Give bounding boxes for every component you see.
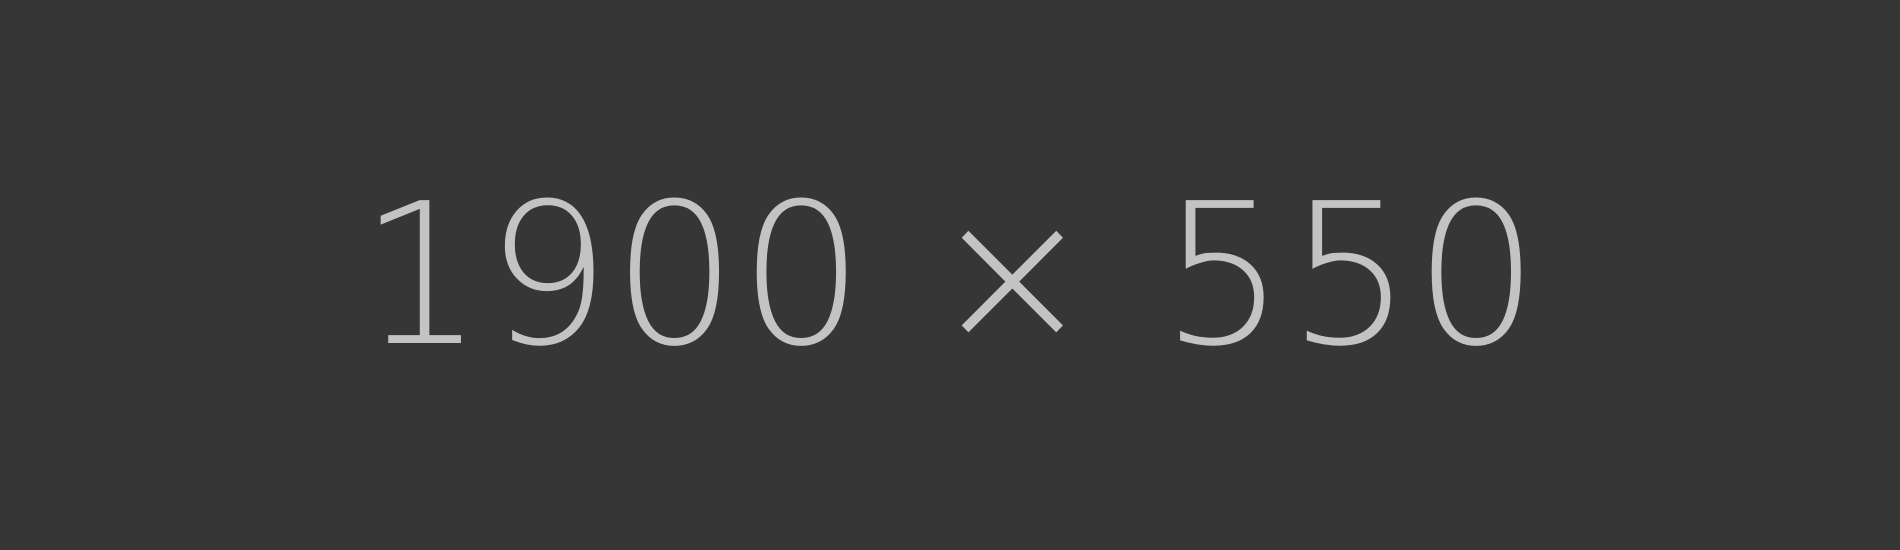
- placeholder-image: 1900 × 550: [359, 162, 1541, 390]
- dimension-label: 1900 × 550: [359, 162, 1541, 390]
